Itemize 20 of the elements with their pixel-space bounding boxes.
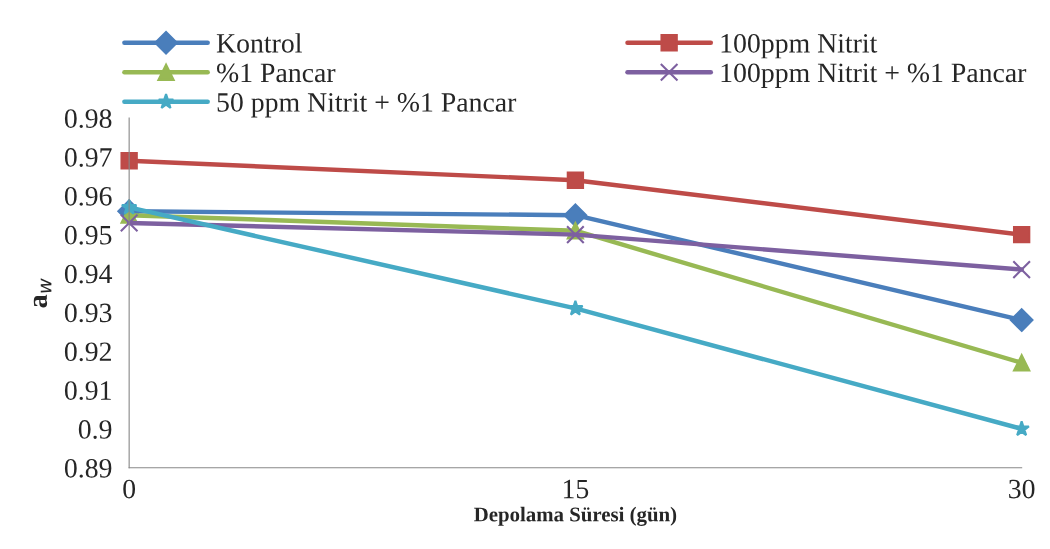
y-tick-label: 0.93 — [64, 303, 112, 323]
y-tick-label: 0.91 — [64, 381, 111, 401]
y-tick-label: 0.92 — [64, 342, 111, 362]
legend-label: 50 ppm Nitrit + %1 Pancar — [217, 93, 517, 118]
legend-label: Kontrol — [216, 33, 302, 53]
y-tick-label: 0.95 — [64, 225, 112, 245]
legend-label: 100ppm Nitrit — [721, 33, 878, 59]
y-tick-label: 0.94 — [64, 264, 113, 284]
y-tick-label: 0.96 — [64, 186, 112, 206]
y-tick-label: 0.89 — [64, 458, 112, 478]
legend-label: 100ppm Nitrit + %1 Pancar — [721, 63, 1027, 88]
y-tick-label: 0.98 — [64, 109, 112, 129]
y-axis-title: a$_{w}$ — [33, 278, 52, 308]
y-tick-label: 0.9 — [78, 420, 112, 439]
x-tick-label: 15 — [563, 479, 589, 499]
legend-label: %1 Pancar — [216, 63, 336, 83]
y-tick-label: 0.97 — [64, 148, 112, 167]
x-tick-label: 0 — [123, 479, 136, 499]
x-axis-title: Depolama Süresi (gün) — [474, 506, 677, 526]
x-tick-label: 30 — [1009, 479, 1035, 499]
